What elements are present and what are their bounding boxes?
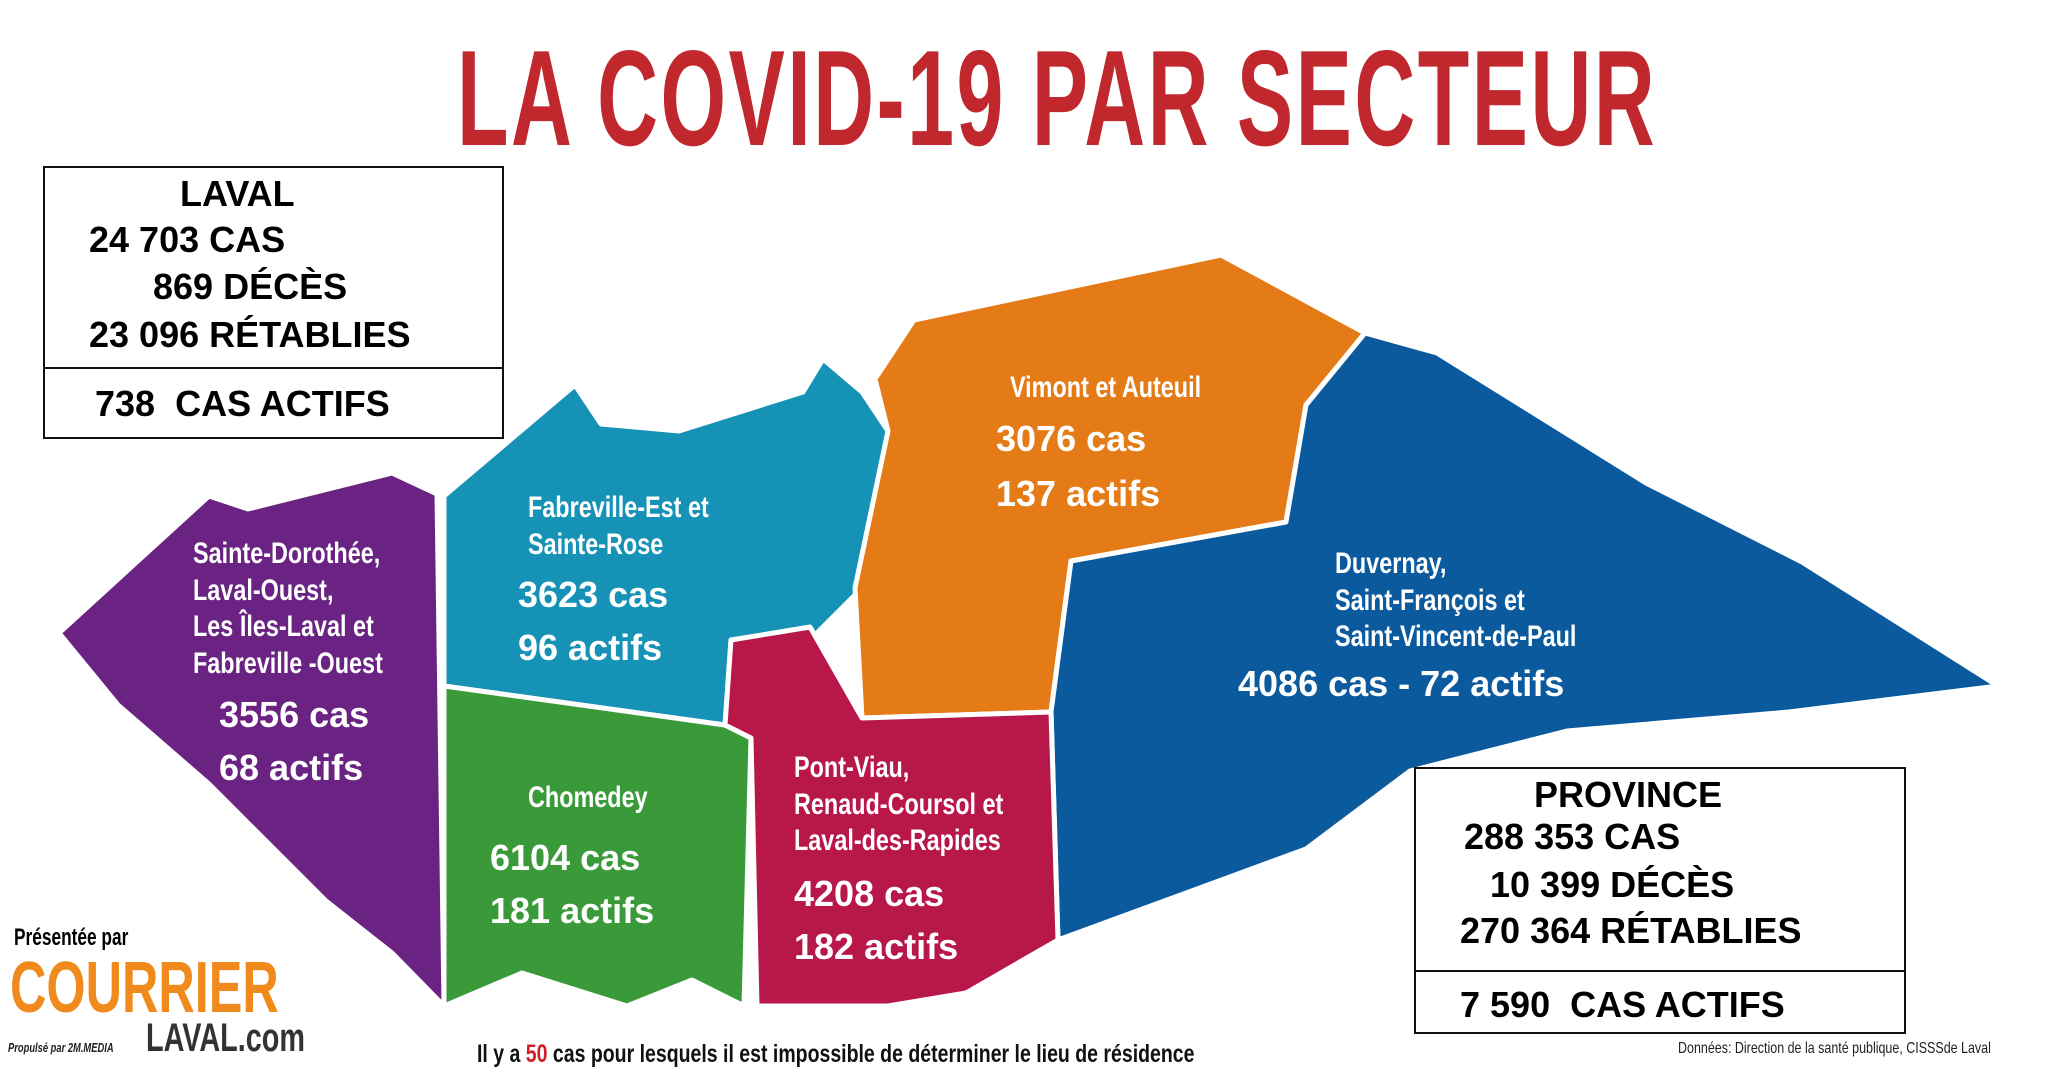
footnote-pre: Il y a bbox=[477, 1040, 521, 1068]
footnote-count: 50 bbox=[525, 1040, 548, 1068]
laval-recovered: 23 096 RÉTABLIES bbox=[89, 317, 410, 353]
laval-recovered-value: 23 096 bbox=[89, 314, 200, 355]
laval-recovered-label: RÉTABLIES bbox=[209, 314, 411, 355]
laval-heading: LAVAL bbox=[180, 173, 295, 214]
laval-com-logo: LAVAL.com bbox=[146, 1016, 305, 1060]
laval-active: 738 CAS ACTIFS bbox=[95, 386, 390, 422]
sector-name-line: Renaud-Coursol et bbox=[794, 787, 1004, 821]
laval-active-label: CAS ACTIFS bbox=[175, 383, 390, 424]
sector-cases: 3623 cas bbox=[518, 574, 669, 615]
sector-label-fabreville-est: Fabreville-Est et Sainte-Rose bbox=[528, 490, 709, 563]
sector-cases: 6104 cas bbox=[490, 837, 641, 878]
sector-active: 182 actifs bbox=[794, 926, 959, 967]
province-deaths-value: 10 399 bbox=[1490, 864, 1601, 905]
province-active-label: CAS ACTIFS bbox=[1570, 984, 1785, 1025]
sector-name-line: Sainte-Rose bbox=[528, 527, 664, 561]
sector-name-line: Fabreville -Ouest bbox=[193, 646, 383, 680]
sector-label-pont-viau: Pont-Viau, Renaud-Coursol et Laval-des-R… bbox=[794, 750, 1003, 860]
province-heading: PROVINCE bbox=[1534, 774, 1723, 815]
sector-name-line: Les Îles-Laval et bbox=[193, 610, 374, 644]
sector-active: 96 actifs bbox=[518, 627, 663, 668]
province-active: 7 590 CAS ACTIFS bbox=[1460, 987, 1785, 1023]
province-recovered-value: 270 364 bbox=[1460, 910, 1591, 951]
sector-duvernay bbox=[1048, 330, 2001, 943]
laval-cases-value: 24 703 bbox=[89, 219, 200, 260]
laval-deaths-value: 869 bbox=[153, 266, 214, 307]
footnote-post: cas pour lesquels il est impossible de d… bbox=[552, 1040, 1195, 1068]
data-source: Données: Direction de la santé publique,… bbox=[1678, 1040, 1991, 1057]
sector-name-line: Fabreville-Est et bbox=[528, 491, 709, 524]
page-title: LA COVID-19 PAR SECTEUR bbox=[457, 22, 1658, 174]
sector-cases-active: 4086 cas - 72 actifs bbox=[1238, 663, 1565, 704]
divider bbox=[45, 367, 502, 369]
sector-name-line: Saint-François et bbox=[1335, 583, 1525, 617]
sector-name-line: Saint-Vincent-de-Paul bbox=[1335, 620, 1577, 654]
courrier-logo: COURRIER bbox=[10, 948, 279, 1028]
sector-label-sainte-dorothee: Sainte-Dorothée, Laval-Ouest, Les Îles-L… bbox=[193, 536, 383, 682]
province-recovered-label: RÉTABLIES bbox=[1600, 910, 1802, 951]
province-cases-label: CAS bbox=[1604, 816, 1681, 857]
province-cases: 288 353 CAS bbox=[1464, 819, 1680, 855]
sector-name-line: Vimont et Auteuil bbox=[1010, 371, 1202, 404]
sector-active: 181 actifs bbox=[490, 890, 655, 931]
province-active-value: 7 590 bbox=[1460, 984, 1551, 1025]
sector-name-line: Laval-Ouest, bbox=[193, 573, 334, 607]
laval-deaths-label: DÉCÈS bbox=[223, 266, 348, 307]
sector-name-line: Duvernay, bbox=[1335, 547, 1447, 580]
sector-cases: 3556 cas bbox=[219, 694, 370, 735]
sector-active: 68 actifs bbox=[219, 747, 364, 788]
sector-label-chomedey: Chomedey bbox=[528, 780, 648, 817]
sector-cases: 4208 cas bbox=[794, 873, 945, 914]
laval-active-value: 738 bbox=[95, 383, 156, 424]
province-recovered: 270 364 RÉTABLIES bbox=[1460, 913, 1802, 949]
province-deaths: 10 399 DÉCÈS bbox=[1490, 867, 1734, 903]
presented-by: Présentée par bbox=[14, 924, 129, 951]
footnote: Il y a 50 cas pour lesquels il est impos… bbox=[477, 1040, 1194, 1069]
sector-name-line: Sainte-Dorothée, bbox=[193, 537, 381, 570]
laval-cases: 24 703 CAS bbox=[89, 222, 285, 258]
sector-name-line: Pont-Viau, bbox=[794, 751, 910, 784]
powered-by: Propulsé par 2M.MEDIA bbox=[8, 1040, 114, 1055]
sector-label-vimont: Vimont et Auteuil bbox=[1010, 370, 1201, 407]
divider bbox=[1416, 970, 1904, 972]
province-cases-value: 288 353 bbox=[1464, 816, 1595, 857]
sector-name-line: Laval-des-Rapides bbox=[794, 824, 1001, 858]
province-summary-box: PROVINCE 288 353 CAS 10 399 DÉCÈS 270 36… bbox=[1414, 767, 1906, 1034]
province-deaths-label: DÉCÈS bbox=[1610, 864, 1735, 905]
sector-active: 137 actifs bbox=[996, 473, 1161, 514]
sector-pont-viau bbox=[722, 624, 1061, 1009]
laval-summary-box: LAVAL 24 703 CAS 869 DÉCÈS 23 096 RÉTABL… bbox=[43, 166, 504, 439]
sector-cases: 3076 cas bbox=[996, 418, 1147, 459]
laval-cases-label: CAS bbox=[209, 219, 286, 260]
laval-deaths: 869 DÉCÈS bbox=[153, 269, 347, 305]
sector-label-duvernay: Duvernay, Saint-François et Saint-Vincen… bbox=[1335, 546, 1576, 656]
sector-name-line: Chomedey bbox=[528, 781, 648, 814]
